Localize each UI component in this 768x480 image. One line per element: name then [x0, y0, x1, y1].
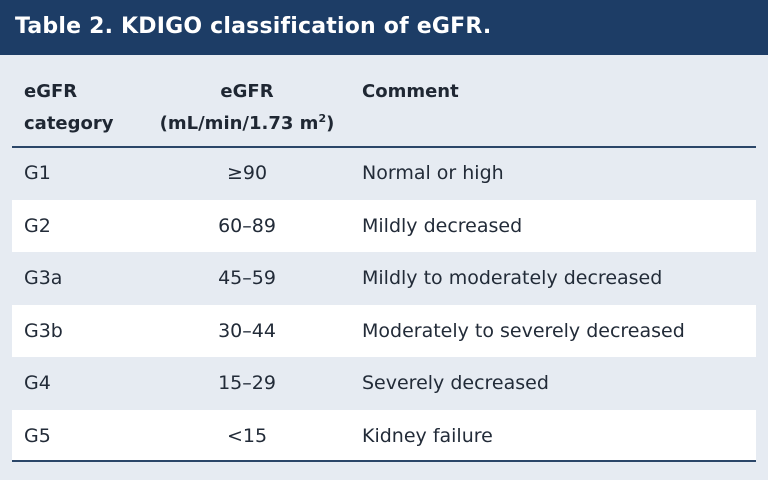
cell-egfr: 15–29 [218, 372, 276, 394]
cell-comment: Kidney failure [362, 424, 493, 447]
cell-comment: Normal or high [362, 162, 504, 184]
cell-comment: Severely decreased [362, 372, 549, 394]
header-category-line2: category [24, 113, 114, 134]
header-egfr-category: eGFR category [24, 76, 144, 140]
cell-egfr: ≥90 [226, 162, 268, 184]
table-header-row: eGFR category eGFR (mL/min/1.73 m2) Comm… [12, 68, 756, 148]
cell-category: G3a [24, 267, 63, 289]
cell-category: G4 [24, 372, 51, 394]
header-comment: Comment [362, 81, 459, 102]
header-value-unit: (mL/min/1.73 m [159, 113, 319, 134]
cell-egfr: <15 [226, 424, 268, 447]
table-row: G2 60–89 Mildly decreased [12, 199, 756, 252]
table-body: G1 ≥90 Normal or high G2 60–89 Mildly de… [12, 147, 756, 462]
header-value-line2: (mL/min/1.73 m2) [152, 108, 342, 140]
table-title: Table 2. KDIGO classification of eGFR. [0, 0, 768, 55]
header-category-line1: eGFR [24, 81, 78, 102]
cell-comment: Mildly to moderately decreased [362, 267, 663, 289]
table-row: G3b 30–44 Moderately to severely decreas… [12, 304, 756, 357]
cell-egfr: 45–59 [218, 267, 276, 289]
table-row: G3a 45–59 Mildly to moderately decreased [12, 252, 756, 305]
cell-category: G5 [24, 424, 51, 447]
cell-category: G3b [24, 319, 63, 342]
header-egfr-value: eGFR (mL/min/1.73 m2) [152, 76, 342, 140]
cell-comment: Mildly decreased [362, 214, 523, 237]
table-row: G4 15–29 Severely decreased [12, 357, 756, 410]
table-row: G1 ≥90 Normal or high [12, 147, 756, 200]
cell-egfr: 60–89 [218, 214, 276, 237]
cell-egfr: 30–44 [218, 319, 276, 342]
cell-comment: Moderately to severely decreased [362, 319, 685, 342]
cell-category: G1 [24, 162, 51, 184]
table-row: G5 <15 Kidney failure [12, 409, 756, 462]
header-value-line1: eGFR [220, 81, 274, 102]
cell-category: G2 [24, 214, 51, 237]
header-value-unit-superscript: 2 [318, 112, 327, 125]
header-value-unit-close: ) [326, 113, 335, 134]
